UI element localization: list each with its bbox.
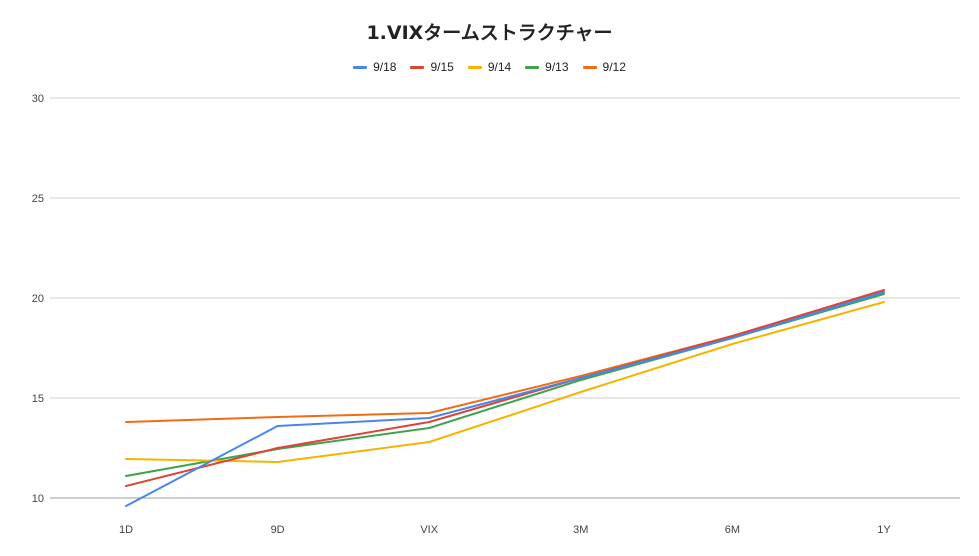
series-line bbox=[125, 291, 885, 423]
legend-label: 9/15 bbox=[430, 60, 454, 74]
legend-label: 9/14 bbox=[487, 60, 512, 74]
legend-label: 9/12 bbox=[602, 60, 626, 74]
chart-title: 1.VIXタームストラクチャー bbox=[366, 22, 613, 44]
x-tick-label: 6M bbox=[725, 524, 740, 536]
series-line bbox=[125, 291, 885, 507]
x-tick-label: 1Y bbox=[877, 524, 891, 536]
series-line bbox=[125, 289, 885, 487]
legend-swatch bbox=[582, 65, 597, 69]
x-tick-label: VIX bbox=[420, 524, 438, 536]
y-tick-label: 10 bbox=[32, 493, 44, 505]
x-tick-label: 3M bbox=[573, 524, 588, 536]
legend-item: 9/13 bbox=[525, 60, 569, 74]
legend-label: 9/18 bbox=[373, 60, 397, 74]
y-tick-label: 25 bbox=[32, 193, 44, 205]
legend-item: 9/12 bbox=[582, 60, 626, 74]
legend-swatch bbox=[525, 65, 540, 69]
series-lines bbox=[125, 289, 885, 507]
series-line bbox=[125, 301, 885, 463]
y-tick-label: 15 bbox=[32, 393, 44, 405]
legend-swatch bbox=[467, 65, 482, 69]
y-tick-label: 30 bbox=[32, 93, 44, 105]
x-tick-label: 9D bbox=[271, 524, 285, 536]
series-line bbox=[125, 293, 885, 477]
legend: 9/18 9/15 9/14 9/13 9/12 bbox=[0, 60, 979, 74]
x-tick-label: 1D bbox=[119, 524, 133, 536]
legend-swatch bbox=[410, 65, 425, 69]
legend-item: 9/18 bbox=[353, 60, 396, 74]
y-axis-ticks: 10 15 20 25 30 bbox=[32, 93, 44, 505]
y-tick-label: 20 bbox=[32, 293, 44, 305]
legend-item: 9/14 bbox=[467, 60, 512, 74]
legend-label: 9/13 bbox=[545, 60, 569, 74]
legend-item: 9/15 bbox=[410, 60, 454, 74]
gridlines bbox=[50, 97, 960, 499]
x-axis-ticks: 1D 9D VIX 3M 6M 1Y bbox=[119, 524, 891, 536]
legend-swatch bbox=[353, 65, 368, 69]
